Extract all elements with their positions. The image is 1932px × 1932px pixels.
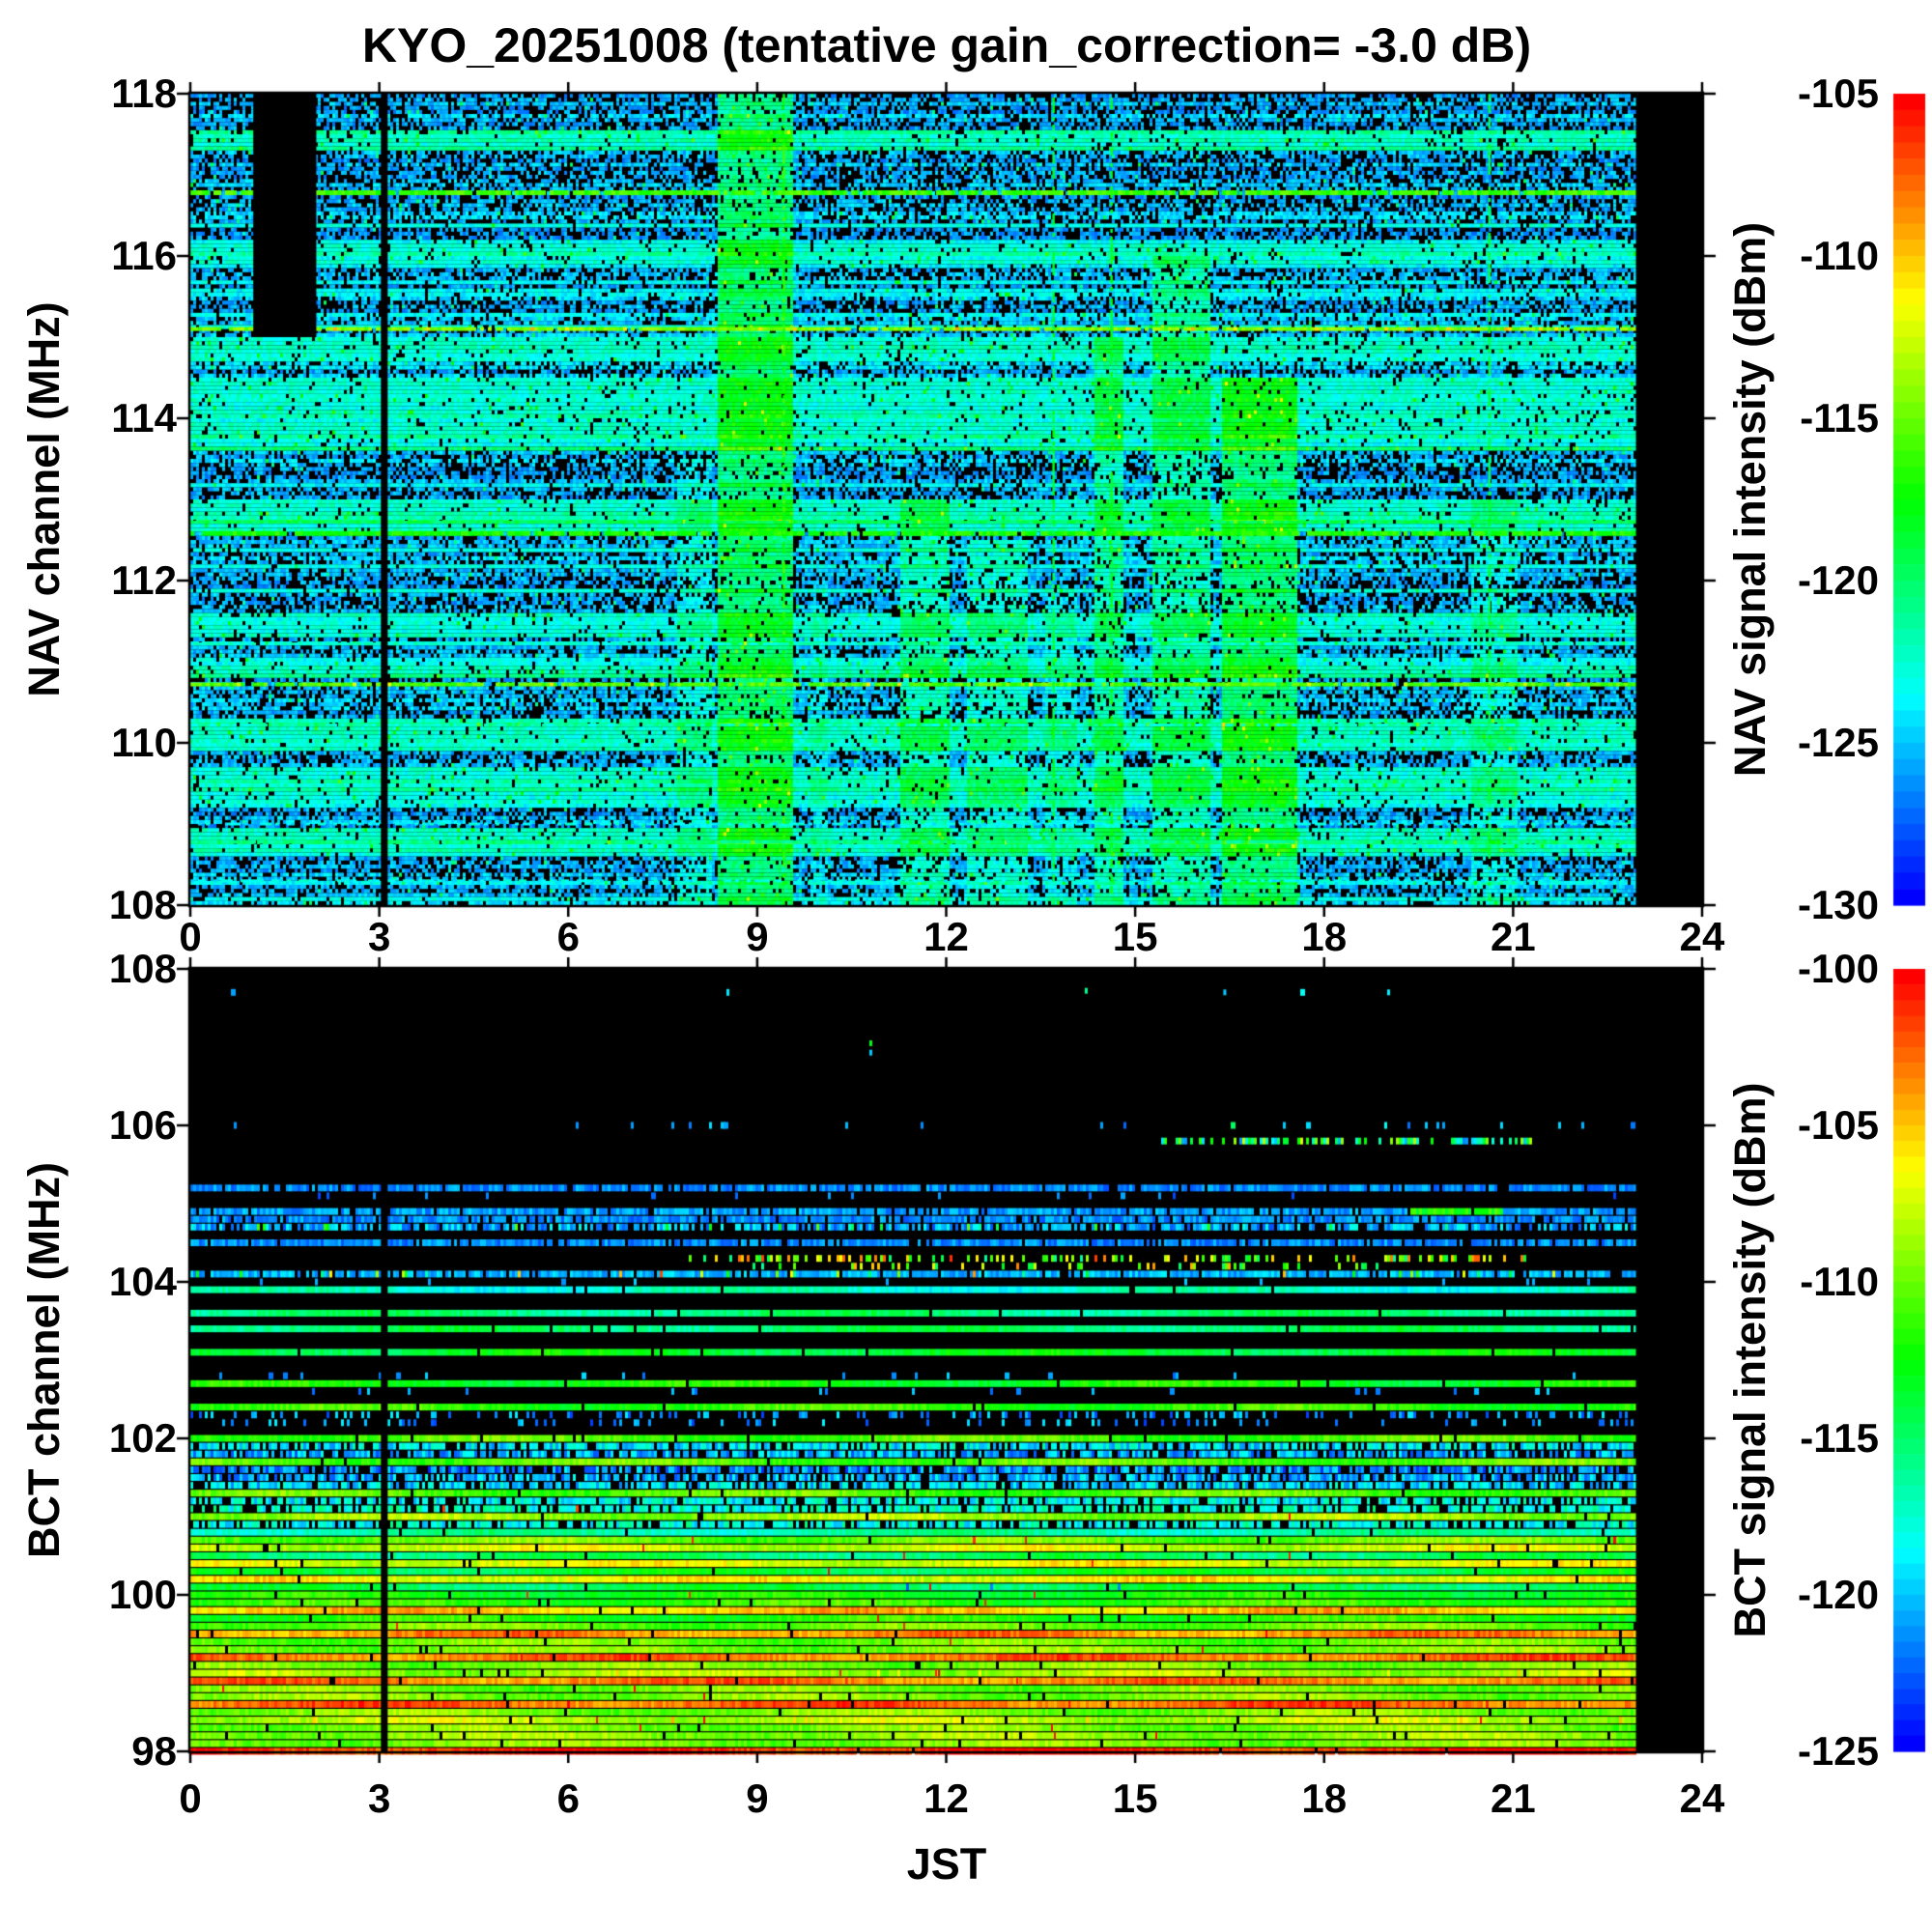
nav-x-tick-label: 9 xyxy=(746,914,769,959)
bct-x-tick-label: 15 xyxy=(1112,1776,1158,1821)
nav-y-tick-label: 110 xyxy=(111,720,177,765)
bct-colorbar-label: BCT signal intensity (dBm) xyxy=(1725,1082,1775,1638)
bct-x-tick-label: 0 xyxy=(179,1776,202,1821)
nav-x-tick-label: 24 xyxy=(1679,914,1725,959)
nav-y-tick-label: 108 xyxy=(108,882,177,927)
nav-y-tick-label: 114 xyxy=(111,395,177,440)
bct-y-tick-label: 106 xyxy=(108,1102,177,1148)
nav-colorbar-tick-label: -130 xyxy=(1797,882,1879,927)
nav-colorbar-label: NAV signal intensity (dBm) xyxy=(1725,221,1775,778)
nav-x-tick-label: 6 xyxy=(556,914,580,959)
bct-colorbar-tick-label: -115 xyxy=(1800,1415,1879,1461)
nav-x-tick-label: 21 xyxy=(1491,914,1536,959)
bct-x-tick-label: 9 xyxy=(746,1776,769,1821)
bct-x-tick-label: 21 xyxy=(1491,1776,1536,1821)
bct-y-tick-label: 104 xyxy=(108,1259,177,1304)
bct-x-tick-label: 24 xyxy=(1679,1776,1725,1821)
figure-title: KYO_20251008 (tentative gain_correction=… xyxy=(361,18,1532,72)
nav-y-axis-label: NAV channel (MHz) xyxy=(19,301,69,697)
nav-y-tick-label: 118 xyxy=(111,71,177,116)
nav-colorbar-tick-label: -120 xyxy=(1797,557,1879,603)
nav-y-tick-label: 112 xyxy=(111,557,177,603)
nav-x-tick-label: 12 xyxy=(923,914,969,959)
bct-colorbar-tick-label: -110 xyxy=(1800,1259,1879,1304)
bct-colorbar-tick-label: -120 xyxy=(1797,1572,1879,1617)
nav-colorbar-tick-label: -110 xyxy=(1800,233,1879,278)
bct-x-tick-label: 18 xyxy=(1301,1776,1348,1821)
bct-y-tick-label: 98 xyxy=(131,1728,177,1774)
nav-x-tick-label: 0 xyxy=(179,914,202,959)
bct-y-axis-label: BCT channel (MHz) xyxy=(19,1162,69,1558)
nav-x-tick-label: 3 xyxy=(367,914,391,959)
nav-colorbar-tick-label: -105 xyxy=(1797,71,1879,116)
bct-y-tick-label: 100 xyxy=(108,1572,177,1617)
nav-x-tick-label: 18 xyxy=(1301,914,1348,959)
bct-x-tick-label: 6 xyxy=(556,1776,580,1821)
nav-y-tick-label: 116 xyxy=(111,233,177,278)
bct-colorbar-tick-label: -100 xyxy=(1797,946,1879,991)
bct-colorbar-tick-label: -105 xyxy=(1797,1102,1879,1148)
bct-colorbar-tick-label: -125 xyxy=(1797,1728,1879,1774)
bct-y-tick-label: 108 xyxy=(108,946,177,991)
bct-x-tick-label: 3 xyxy=(367,1776,391,1821)
nav-colorbar-tick-label: -125 xyxy=(1797,720,1879,765)
nav-x-tick-label: 15 xyxy=(1112,914,1158,959)
bct-x-tick-label: 12 xyxy=(923,1776,969,1821)
x-axis-label-jst: JST xyxy=(906,1839,987,1889)
nav-colorbar-tick-label: -115 xyxy=(1800,395,1879,440)
bct-y-tick-label: 102 xyxy=(108,1415,177,1461)
